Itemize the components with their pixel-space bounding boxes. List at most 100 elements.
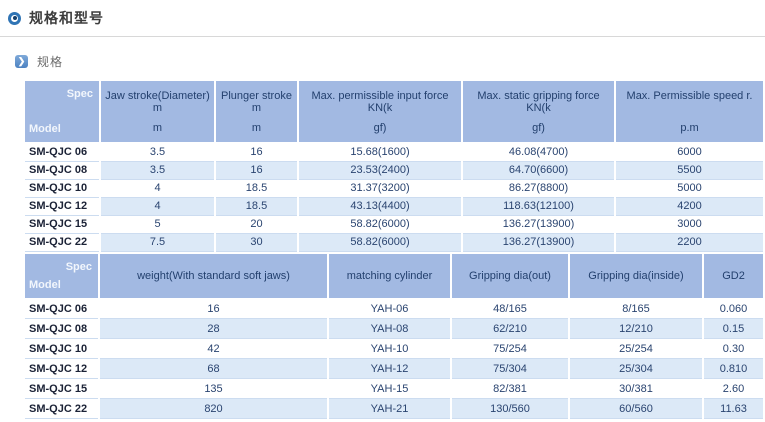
- value-cell: 46.08(4700): [462, 143, 616, 162]
- value-cell: 60/560: [569, 398, 704, 419]
- column-header: Gripping dia(inside): [569, 253, 704, 300]
- value-cell: 7.5: [100, 233, 216, 252]
- value-cell: 5: [100, 215, 216, 234]
- value-cell: 0.30: [703, 338, 763, 359]
- value-cell: 31.37(3200): [298, 179, 463, 198]
- table1-body: SM-QJC 06 3.5 16 15.68(1600) 46.08(4700) 6000…: [25, 143, 763, 252]
- value-cell: 4: [100, 197, 216, 216]
- corner-header-cell: Spec Model: [25, 253, 100, 300]
- value-cell: 11.63: [703, 398, 763, 419]
- value-cell: 58.82(6000): [298, 233, 463, 252]
- value-cell: 6000: [615, 143, 763, 162]
- section-label-text: 规格: [37, 55, 64, 69]
- column-header: Max. Permissible speed r. p.m: [615, 81, 763, 144]
- corner-header-cell: Spec Model: [25, 81, 101, 144]
- table-row: SM-QJC 08 3.5 16 23.53(2400) 64.70(6600) 5500: [25, 161, 763, 180]
- page-header: 规格和型号: [0, 0, 765, 28]
- bullet-circle-icon: [8, 11, 21, 25]
- value-cell: 28: [99, 318, 329, 339]
- value-cell: 3000: [615, 215, 763, 234]
- value-cell: 4200: [615, 197, 763, 216]
- value-cell: 64.70(6600): [462, 161, 616, 180]
- section-label: ❯ 规格: [15, 53, 765, 70]
- value-cell: YAH-06: [328, 298, 452, 319]
- value-cell: 75/304: [451, 358, 570, 379]
- corner-spec-label: Spec: [66, 88, 93, 100]
- model-cell: SM-QJC 15: [25, 378, 100, 399]
- model-cell: SM-QJC 08: [25, 161, 101, 180]
- header-divider: [0, 36, 765, 37]
- value-cell: 62/210: [451, 318, 570, 339]
- table-row: SM-QJC 15 135 YAH-15 82/381 30/381 2.60: [25, 378, 763, 399]
- value-cell: 820: [99, 398, 329, 419]
- table-row: SM-QJC 10 4 18.5 31.37(3200) 86.27(8800) 5000: [25, 179, 763, 198]
- value-cell: 30: [215, 233, 299, 252]
- column-header: GD2: [703, 253, 763, 300]
- corner-spec-label: Spec: [65, 260, 92, 273]
- table-row: SM-QJC 06 16 YAH-06 48/165 8/165 0.060: [25, 298, 763, 319]
- model-cell: SM-QJC 12: [25, 358, 100, 379]
- value-cell: 82/381: [451, 378, 570, 399]
- table-row: SM-QJC 08 28 YAH-08 62/210 12/210 0.15: [25, 318, 763, 339]
- value-cell: 30/381: [569, 378, 704, 399]
- value-cell: 135: [99, 378, 329, 399]
- chevron-right-icon: ❯: [15, 55, 28, 68]
- model-cell: SM-QJC 22: [25, 398, 100, 419]
- model-cell: SM-QJC 10: [25, 179, 101, 198]
- value-cell: 18.5: [215, 197, 299, 216]
- corner-model-label: Model: [29, 123, 61, 135]
- value-cell: 43.13(4400): [298, 197, 463, 216]
- model-cell: SM-QJC 12: [25, 197, 101, 216]
- model-cell: SM-QJC 08: [25, 318, 100, 339]
- table-row: SM-QJC 10 42 YAH-10 75/254 25/254 0.30: [25, 338, 763, 359]
- value-cell: 23.53(2400): [298, 161, 463, 180]
- value-cell: 16: [215, 143, 299, 162]
- value-cell: 136.27(13900): [462, 233, 616, 252]
- table-row: SM-QJC 12 4 18.5 43.13(4400) 118.63(12100) 42…: [25, 197, 763, 216]
- model-cell: SM-QJC 10: [25, 338, 100, 359]
- value-cell: 0.15: [703, 318, 763, 339]
- value-cell: 136.27(13900): [462, 215, 616, 234]
- value-cell: 25/304: [569, 358, 704, 379]
- value-cell: 5500: [615, 161, 763, 180]
- spec-table-dimensions: Spec Model weight(With standard soft jaw…: [25, 253, 763, 419]
- value-cell: YAH-15: [328, 378, 452, 399]
- model-cell: SM-QJC 06: [25, 298, 100, 319]
- value-cell: 58.82(6000): [298, 215, 463, 234]
- value-cell: 118.63(12100): [462, 197, 616, 216]
- model-cell: SM-QJC 06: [25, 143, 101, 162]
- value-cell: YAH-21: [328, 398, 452, 419]
- value-cell: 3.5: [100, 143, 216, 162]
- column-header: matching cylinder: [328, 253, 452, 300]
- column-header: weight(With standard soft jaws): [99, 253, 329, 300]
- value-cell: 2.60: [703, 378, 763, 399]
- value-cell: 2200: [615, 233, 763, 252]
- value-cell: 20: [215, 215, 299, 234]
- value-cell: 0.060: [703, 298, 763, 319]
- value-cell: 86.27(8800): [462, 179, 616, 198]
- value-cell: 0.810: [703, 358, 763, 379]
- table-row: SM-QJC 15 5 20 58.82(6000) 136.27(13900) 3000: [25, 215, 763, 234]
- value-cell: 12/210: [569, 318, 704, 339]
- value-cell: YAH-10: [328, 338, 452, 359]
- table2-body: SM-QJC 06 16 YAH-06 48/165 8/165 0.060 SM-QJC …: [25, 298, 763, 419]
- value-cell: YAH-08: [328, 318, 452, 339]
- value-cell: 5000: [615, 179, 763, 198]
- corner-model-label: Model: [29, 278, 61, 291]
- value-cell: 48/165: [451, 298, 570, 319]
- column-header: Max. permissible input force KN(k gf): [298, 81, 463, 144]
- value-cell: 42: [99, 338, 329, 359]
- table-row: SM-QJC 12 68 YAH-12 75/304 25/304 0.810: [25, 358, 763, 379]
- value-cell: 16: [99, 298, 329, 319]
- model-cell: SM-QJC 15: [25, 215, 101, 234]
- value-cell: 15.68(1600): [298, 143, 463, 162]
- header-row: Spec Model weight(With standard soft jaw…: [25, 253, 763, 300]
- value-cell: 8/165: [569, 298, 704, 319]
- value-cell: 16: [215, 161, 299, 180]
- value-cell: 25/254: [569, 338, 704, 359]
- value-cell: 68: [99, 358, 329, 379]
